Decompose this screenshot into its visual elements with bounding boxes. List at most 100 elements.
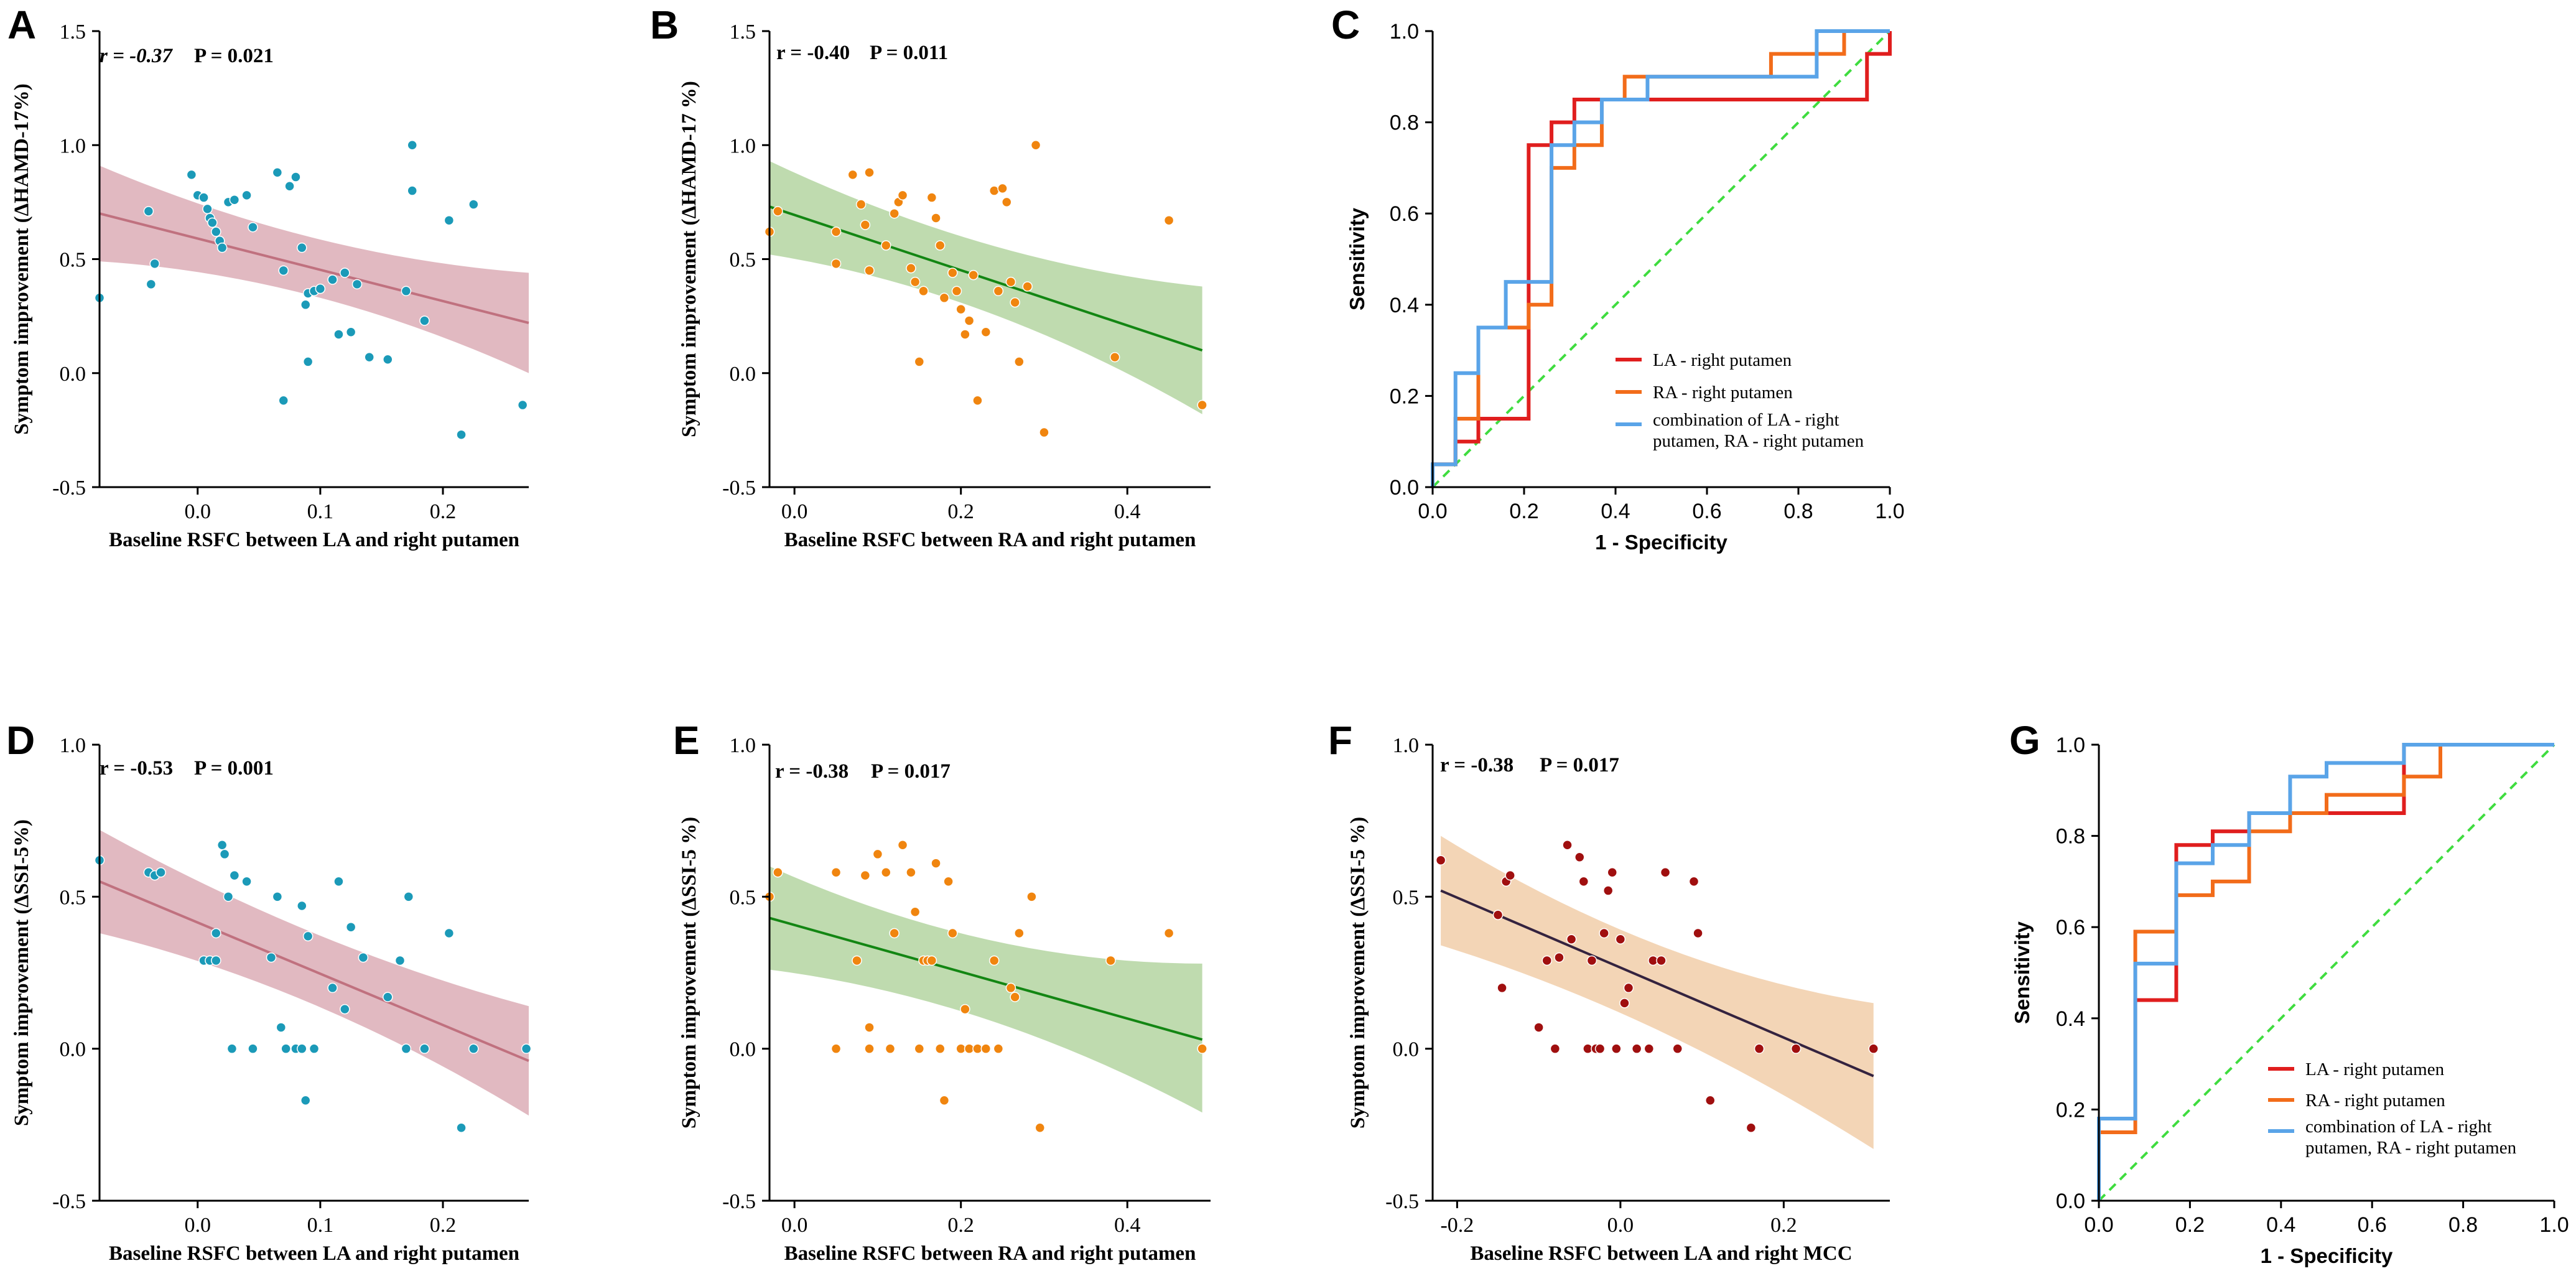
chart-a: 0.0 0.1 0.2 -0.5 0.0 0.5 1.0 1.5 Baseline RSFC b… [11, 21, 529, 551]
data-point-b-38 [1039, 427, 1049, 438]
x-tick-label-c-5: 1.0 [1875, 500, 1904, 523]
y-tick-label-c-2: 0.4 [1390, 294, 1419, 317]
data-point-a-7 [202, 203, 213, 215]
data-point-e-1 [773, 867, 783, 878]
data-point-d-36 [456, 1122, 467, 1133]
x-tick-label-a-2: 0.2 [430, 500, 457, 523]
y-tick-label-f-3: 1.0 [1393, 734, 1420, 757]
x-axis-label-c: 1 - Specificity [1595, 531, 1727, 554]
data-point-a-35 [401, 286, 412, 297]
x-axis-label-f: Baseline RSFC between LA and right MCC [1470, 1242, 1852, 1265]
data-point-a-30 [340, 268, 350, 278]
data-point-e-9 [881, 867, 891, 878]
data-point-e-20 [934, 1043, 946, 1054]
data-point-d-23 [302, 931, 314, 942]
y-tick-label-a-0: -0.5 [52, 477, 86, 500]
stat-annotation-e: r = -0.38 P = 0.017 [775, 760, 951, 783]
y-tick-label-d-0: -0.5 [52, 1190, 86, 1213]
data-point-f-31 [1693, 928, 1703, 939]
data-point-d-17 [276, 1022, 287, 1033]
data-point-f-33 [1746, 1122, 1757, 1133]
x-tick-label-g-2: 0.4 [2266, 1213, 2295, 1237]
data-point-b-19 [934, 240, 946, 251]
data-point-e-35 [1035, 1122, 1046, 1133]
data-point-b-14 [909, 276, 921, 287]
y-tick-label-a-4: 1.5 [60, 21, 86, 44]
data-point-b-1 [773, 206, 783, 217]
x-tick-label-g-0: 0.0 [2084, 1213, 2113, 1237]
x-axis-label-a: Baseline RSFC between LA and right putam… [109, 529, 519, 551]
data-point-a-18 [278, 265, 289, 276]
x-tick-label-a-1: 0.1 [307, 500, 334, 523]
data-point-b-15 [914, 356, 925, 367]
x-tick-label-e-1: 0.2 [947, 1214, 974, 1237]
stat-annotation-b: r = -0.40 P = 0.011 [776, 42, 948, 64]
x-axis-label-e: Baseline RSFC between RA and right putam… [784, 1242, 1196, 1265]
data-point-e-18 [926, 955, 937, 966]
panel-letter-a: A [7, 2, 36, 47]
stat-annotation-d: r = -0.53 P = 0.001 [100, 757, 274, 780]
x-tick-label-g-3: 0.6 [2358, 1213, 2387, 1237]
y-axis-label-e: Symptom improvement (ΔSSI-5 %) [678, 817, 700, 1129]
data-point-d-21 [297, 900, 307, 911]
stat-r-a: r = -0.37 [100, 45, 173, 67]
data-point-f-2 [1497, 982, 1507, 994]
data-point-a-21 [291, 172, 301, 182]
data-point-b-32 [1002, 197, 1012, 208]
data-point-d-18 [281, 1043, 291, 1054]
data-point-b-37 [1030, 140, 1041, 151]
data-point-a-25 [302, 356, 314, 367]
y-tick-label-b-4: 1.5 [730, 21, 756, 44]
regression-line-f [1440, 889, 1874, 1078]
x-tick-label-g-4: 0.8 [2448, 1213, 2478, 1237]
data-point-b-6 [860, 220, 871, 230]
data-point-b-10 [889, 208, 900, 219]
data-point-e-12 [897, 840, 908, 850]
regression-line-a [99, 212, 529, 325]
x-tick-label-c-4: 0.8 [1783, 500, 1813, 523]
data-point-b-34 [1010, 297, 1020, 308]
stat-p-a: P = 0.021 [194, 45, 274, 67]
data-point-a-14 [229, 194, 240, 205]
y-tick-label-d-2: 0.5 [60, 886, 86, 909]
chart-e: 0.0 0.2 0.4 -0.5 0.0 0.5 1.0 Baseline RSFC betw… [678, 734, 1211, 1265]
data-point-e-7 [864, 1043, 875, 1054]
data-point-d-26 [333, 876, 344, 887]
data-point-d-24 [309, 1043, 320, 1054]
y-tick-label-g-2: 0.4 [2056, 1007, 2085, 1031]
data-point-f-25 [1644, 1043, 1655, 1054]
data-point-f-32 [1705, 1095, 1716, 1106]
data-point-f-19 [1607, 867, 1617, 878]
x-tick-label-f-2: 0.2 [1770, 1214, 1797, 1237]
x-tick-label-d-1: 0.1 [307, 1214, 334, 1237]
data-point-d-10 [223, 892, 234, 902]
data-point-f-1 [1492, 910, 1504, 920]
y-tick-label-d-3: 1.0 [60, 734, 86, 757]
y-axis-label-d: Symptom improvement (ΔSSI-5%) [11, 819, 33, 1126]
y-tick-label-e-1: 0.0 [730, 1038, 756, 1061]
data-point-e-15 [914, 1043, 925, 1054]
x-tick-label-e-2: 0.4 [1114, 1214, 1141, 1237]
data-point-e-4 [852, 955, 862, 966]
data-point-e-28 [980, 1043, 992, 1054]
data-point-d-31 [394, 955, 406, 966]
data-point-e-36 [1105, 955, 1116, 966]
y-tick-label-c-1: 0.2 [1390, 384, 1419, 408]
data-point-f-0 [1435, 855, 1446, 865]
stat-p-b: P = 0.011 [870, 42, 948, 64]
data-point-b-12 [897, 190, 908, 201]
data-point-d-25 [327, 982, 338, 994]
data-point-e-31 [1005, 982, 1016, 994]
y-tick-label-c-3: 0.6 [1390, 202, 1419, 226]
reference-diagonal-g [2098, 743, 2555, 1202]
data-point-f-27 [1656, 955, 1667, 966]
data-point-f-35 [1790, 1043, 1802, 1054]
data-point-b-18 [931, 213, 941, 223]
data-point-d-29 [358, 952, 369, 963]
x-tick-label-g-5: 1.0 [2539, 1213, 2569, 1237]
data-point-d-15 [266, 952, 277, 963]
data-point-b-3 [830, 226, 842, 237]
legend-label-c-1: RA - right putamen [1653, 383, 1793, 403]
data-point-e-11 [889, 928, 900, 939]
